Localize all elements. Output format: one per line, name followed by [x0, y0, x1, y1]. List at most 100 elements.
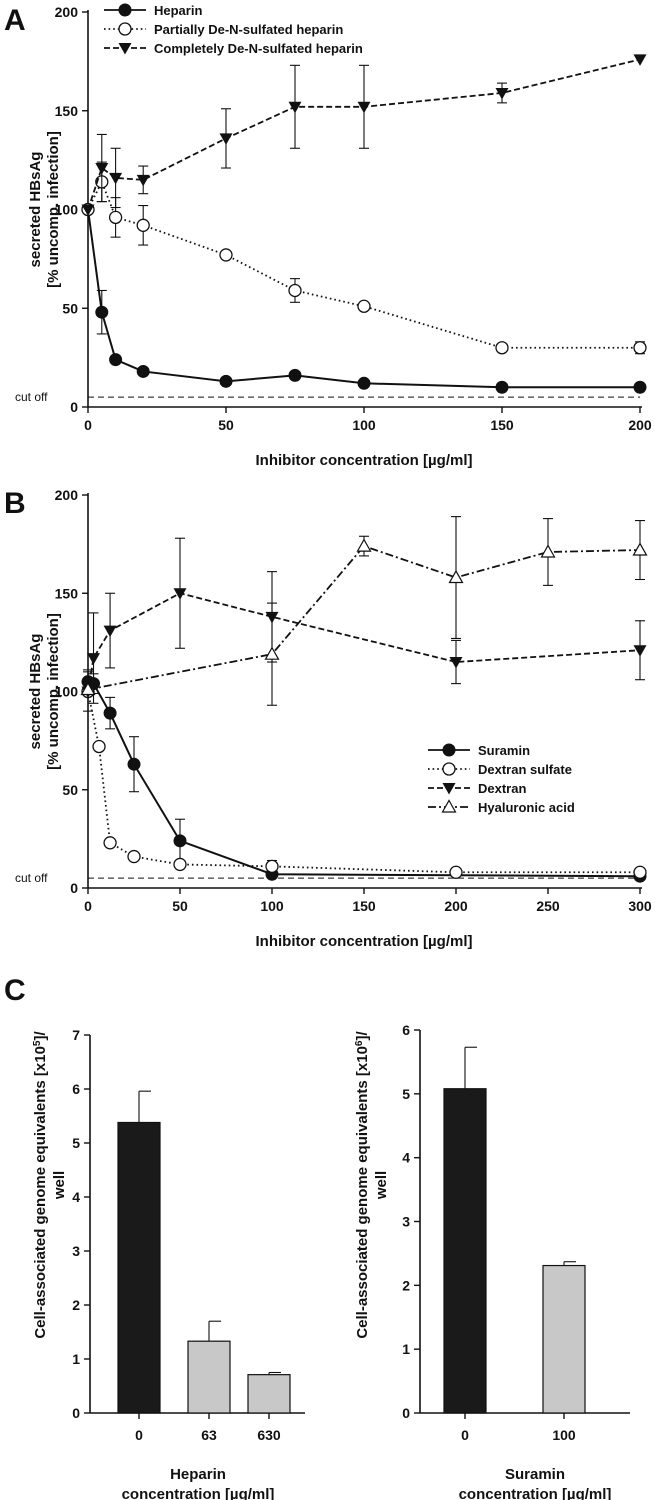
data-point: [109, 172, 123, 185]
series-line: [87, 179, 640, 349]
panel-letter-b: B: [4, 487, 26, 520]
cutoff-label: cut off: [15, 390, 48, 404]
chart-c-heparin: 0 1 2 3 4 5 6 7 0 63 630 Heparin concentration [µg/m…: [32, 1027, 305, 1500]
y-axis-title: secreted HBsAg: [27, 152, 44, 268]
y-tick-label: 4: [72, 1189, 80, 1205]
y-tick-label: 200: [55, 4, 79, 20]
y-tick-label: 3: [72, 1243, 80, 1259]
legend-marker: [118, 22, 132, 36]
panel-letter-a: A: [4, 4, 26, 37]
y-axis-title: secreted HBsAg: [27, 634, 44, 750]
data-point: [356, 538, 372, 552]
x-tick-label: 200: [444, 898, 468, 914]
data-point: [173, 834, 187, 848]
x-tick-label: 0: [84, 417, 92, 433]
legend-marker: [442, 762, 456, 776]
y-tick-label: 150: [55, 585, 79, 601]
legend-marker: [441, 799, 457, 813]
y-tick-label: 1: [72, 1351, 80, 1367]
x-tick-label: 0: [84, 898, 92, 914]
y-tick-label: 5: [402, 1086, 410, 1102]
y-tick-label: 2: [72, 1297, 80, 1313]
y-tick-label: 100: [55, 684, 79, 700]
data-point: [265, 859, 279, 874]
data-point: [103, 706, 117, 720]
legend-entry: Dextran sulfate: [478, 762, 572, 777]
data-point: [173, 857, 187, 872]
y-tick-label: 0: [402, 1405, 410, 1421]
data-point: [95, 305, 109, 319]
series-line: [87, 209, 640, 389]
data-point: [103, 836, 117, 850]
panel-letter-c: C: [4, 974, 26, 1007]
y-tick-label: 6: [72, 1081, 80, 1097]
legend-marker: [118, 3, 132, 17]
data-point: [633, 865, 647, 879]
series-line: [87, 545, 641, 691]
series-line: [87, 592, 641, 692]
y-tick-label: 7: [72, 1027, 80, 1043]
x-tick-label: 50: [218, 417, 234, 433]
legend-entry: Dextran: [478, 781, 526, 796]
data-point: [495, 380, 509, 394]
data-point: [109, 353, 123, 367]
data-point: [80, 681, 96, 696]
data-point: [136, 364, 150, 378]
data-point: [540, 544, 556, 558]
series-line: [87, 691, 640, 874]
y-tick-label: 4: [402, 1150, 410, 1166]
legend-entry: Hyaluronic acid: [478, 800, 575, 815]
x-tick-label: 150: [490, 417, 514, 433]
data-point: [288, 101, 302, 114]
data-point: [495, 341, 509, 355]
legend-entry: Completely De-N-sulfated heparin: [154, 41, 363, 56]
data-point: [127, 849, 141, 864]
x-tick-label: 300: [628, 898, 652, 914]
data-point: [288, 368, 302, 382]
y-tick-label: 1: [402, 1341, 410, 1357]
cutoff-label: cut off: [15, 871, 48, 885]
x-tick-label: 100: [352, 417, 376, 433]
x-tick-label: 50: [172, 898, 188, 914]
data-point: [127, 757, 141, 771]
y-axis-title: well: [373, 1171, 390, 1200]
data-point: [449, 657, 463, 669]
data-point: [495, 87, 509, 100]
y-tick-label: 5: [72, 1135, 80, 1151]
y-tick-label: 2: [402, 1277, 410, 1293]
data-point: [219, 133, 233, 145]
legend-entry: Heparin: [154, 3, 202, 18]
legend-entry: Partially De-N-sulfated heparin: [154, 22, 343, 37]
data-point: [357, 376, 371, 390]
data-point: [264, 646, 280, 660]
x-axis-title: concentration [µg/ml]: [459, 1486, 612, 1500]
data-point: [81, 204, 95, 216]
data-point: [633, 380, 647, 394]
data-point: [92, 739, 106, 754]
x-axis-title: Heparin: [170, 1466, 226, 1483]
data-point: [136, 218, 150, 232]
y-axis-title: Cell-associated genome equivalents [x106…: [354, 1030, 372, 1338]
x-tick-label: 200: [628, 417, 652, 433]
bar: [542, 1264, 586, 1414]
y-tick-label: 200: [55, 487, 79, 503]
data-point: [136, 174, 150, 187]
y-axis-title: [% uncomp. infection]: [45, 613, 62, 770]
x-axis-title: Inhibitor concentration [µg/ml]: [256, 452, 473, 469]
bar: [247, 1374, 291, 1414]
chart-b: 0 50 100 150 200 0 50 100 150 200 250 300 cut off Inh…: [15, 487, 652, 950]
x-tick-label: 63: [201, 1427, 217, 1443]
x-tick-label: 100: [260, 898, 284, 914]
series-line: [87, 680, 641, 878]
x-tick-label: 0: [461, 1427, 469, 1443]
y-tick-label: 50: [62, 782, 78, 798]
legend-marker: [118, 43, 132, 55]
data-point: [219, 374, 233, 388]
x-tick-label: 0: [135, 1427, 143, 1443]
data-point: [448, 569, 464, 584]
y-tick-label: 0: [70, 399, 78, 415]
x-axis-title: Inhibitor concentration [µg/ml]: [256, 933, 473, 950]
x-tick-label: 150: [352, 898, 376, 914]
bar: [117, 1121, 161, 1414]
